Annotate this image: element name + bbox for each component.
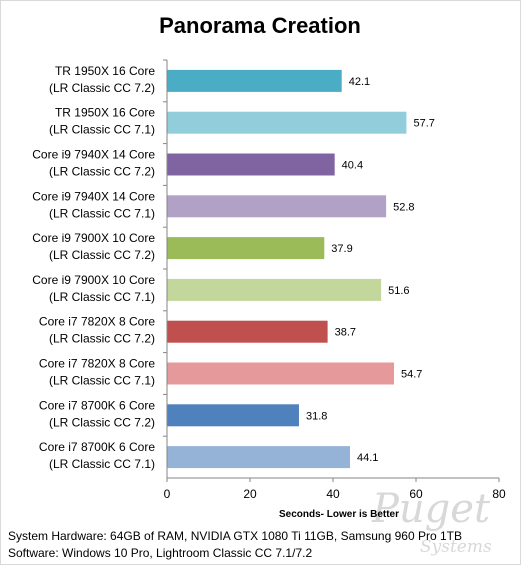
value-label-4: 52.8 (393, 201, 414, 213)
x-tick-label-4: 60 (409, 487, 423, 501)
x-tick-label-5: 80 (492, 487, 506, 501)
x-axis-ticks: 0 20 40 60 80 (164, 478, 506, 501)
category-label-5-line-1: Core i9 7900X 10 Core (32, 231, 155, 245)
category-label-6-line-1: Core i9 7900X 10 Core (32, 273, 155, 287)
category-label-5-line-2: (LR Classic CC 7.2) (49, 248, 155, 262)
bar-4 (167, 195, 387, 218)
value-label-6: 51.6 (388, 285, 409, 297)
value-label-5: 37.9 (331, 243, 352, 255)
category-label-10-line-2: (LR Classic CC 7.1) (49, 457, 155, 471)
watermark-systems: Systems (420, 537, 492, 557)
category-label-6-line-2: (LR Classic CC 7.1) (49, 290, 155, 304)
value-label-10: 44.1 (357, 452, 378, 464)
category-label-2-line-2: (LR Classic CC 7.1) (49, 123, 155, 137)
category-label-2-line-1: TR 1950X 16 Core (55, 106, 155, 120)
bar-10 (167, 446, 351, 469)
bar-6 (167, 278, 382, 301)
category-label-7-line-2: (LR Classic CC 7.2) (49, 332, 155, 346)
value-label-2: 57.7 (413, 118, 434, 130)
category-label-1-line-1: TR 1950X 16 Core (55, 64, 155, 78)
value-label-9: 31.8 (306, 410, 327, 422)
watermark-logo: Puget Systems (371, 486, 492, 557)
category-label-4-line-1: Core i9 7940X 14 Core (32, 189, 155, 203)
bar-3 (167, 153, 335, 176)
category-label-3-line-1: Core i9 7940X 14 Core (32, 148, 155, 162)
bar-5 (167, 237, 325, 260)
bar-8 (167, 362, 395, 385)
bar-9 (167, 404, 299, 427)
chart-title: Panorama Creation (159, 13, 361, 38)
watermark-puget: Puget (371, 486, 491, 532)
category-label-8-line-1: Core i7 7820X 8 Core (39, 357, 155, 371)
value-label-8: 54.7 (401, 369, 422, 381)
category-label-9-line-2: (LR Classic CC 7.2) (49, 415, 155, 429)
plot-area: 42.1 TR 1950X 16 Core (LR Classic CC 7.2) 5… (32, 59, 435, 471)
category-label-3-line-2: (LR Classic CC 7.2) (49, 165, 155, 179)
category-label-9-line-1: Core i7 8700K 6 Core (39, 398, 155, 412)
bar-7 (167, 320, 328, 343)
category-label-8-line-2: (LR Classic CC 7.1) (49, 374, 155, 388)
value-label-7: 38.7 (335, 327, 356, 339)
x-tick-label-3: 40 (326, 487, 340, 501)
x-tick-label-1: 0 (164, 487, 171, 501)
footer-software: Software: Windows 10 Pro, Lightroom Clas… (8, 546, 313, 560)
footer-hardware: System Hardware: 64GB of RAM, NVIDIA GTX… (8, 529, 462, 543)
category-label-10-line-1: Core i7 8700K 6 Core (39, 440, 155, 454)
x-tick-label-2: 20 (243, 487, 257, 501)
value-label-3: 40.4 (342, 160, 363, 172)
category-label-4-line-2: (LR Classic CC 7.1) (49, 206, 155, 220)
value-label-1: 42.1 (349, 76, 370, 88)
category-label-1-line-2: (LR Classic CC 7.2) (49, 81, 155, 95)
x-axis-label: Seconds- Lower is Better (279, 509, 399, 520)
bar-2 (167, 111, 407, 134)
category-label-7-line-1: Core i7 7820X 8 Core (39, 315, 155, 329)
bar-1 (167, 69, 342, 92)
